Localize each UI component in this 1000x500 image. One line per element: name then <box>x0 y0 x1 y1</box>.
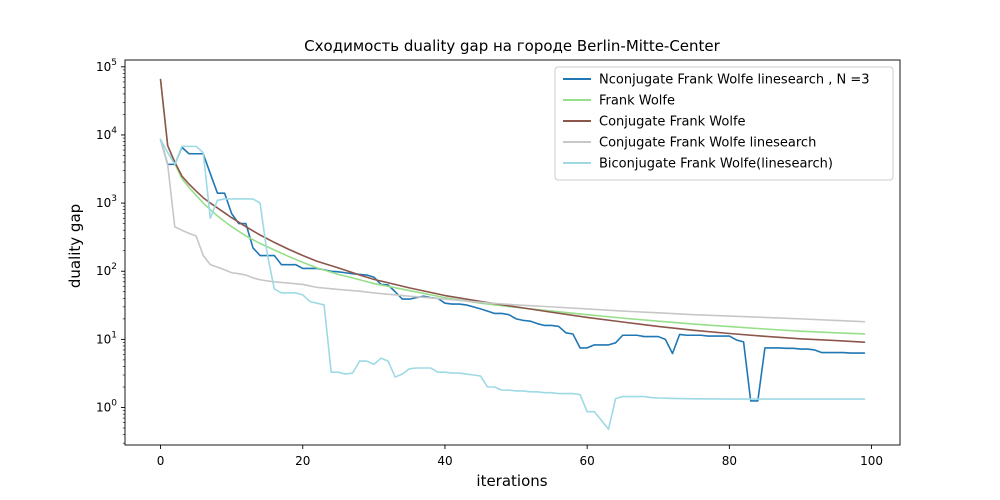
y-tick-label: 102 <box>96 262 117 278</box>
series-line-0 <box>159 138 866 402</box>
y-tick-label: 100 <box>96 399 117 415</box>
series-line-4 <box>159 138 866 431</box>
legend-entry-label: Frank Wolfe <box>599 94 675 109</box>
x-tick-label: 100 <box>860 454 883 468</box>
series-line-2 <box>159 78 866 343</box>
legend-box <box>554 66 894 181</box>
plot-frame <box>124 59 901 446</box>
y-tick-label: 103 <box>96 194 117 210</box>
series-line-3 <box>159 138 866 323</box>
chart-title: Сходимость duality gap на городе Berlin-… <box>304 37 720 55</box>
legend-entry-label: Conjugate Frank Wolfe linesearch <box>599 136 816 151</box>
y-axis: 100 101 102 103 104 105 <box>96 58 125 444</box>
legend: Nconjugate Frank Wolfe linesearch , N =3… <box>554 66 894 181</box>
x-tick-label: 80 <box>722 454 737 468</box>
x-axis: 0 20 40 60 80 100 <box>157 445 883 468</box>
x-tick-label: 0 <box>157 454 165 468</box>
series-line-1 <box>159 78 866 335</box>
legend-entry-label: Conjugate Frank Wolfe <box>599 115 746 130</box>
y-tick-label: 101 <box>96 330 117 346</box>
x-tick-label: 20 <box>295 454 310 468</box>
x-tick-label: 40 <box>437 454 452 468</box>
plot-area <box>124 59 901 446</box>
legend-entry-label: Biconjugate Frank Wolfe(linesearch) <box>599 157 833 172</box>
y-tick-label: 105 <box>96 58 117 74</box>
y-axis-label: duality gap <box>66 204 84 288</box>
legend-entry-label: Nconjugate Frank Wolfe linesearch , N =3 <box>599 73 870 88</box>
x-axis-label: iterations <box>476 472 547 490</box>
x-tick-label: 60 <box>580 454 595 468</box>
y-tick-label: 104 <box>96 126 117 142</box>
